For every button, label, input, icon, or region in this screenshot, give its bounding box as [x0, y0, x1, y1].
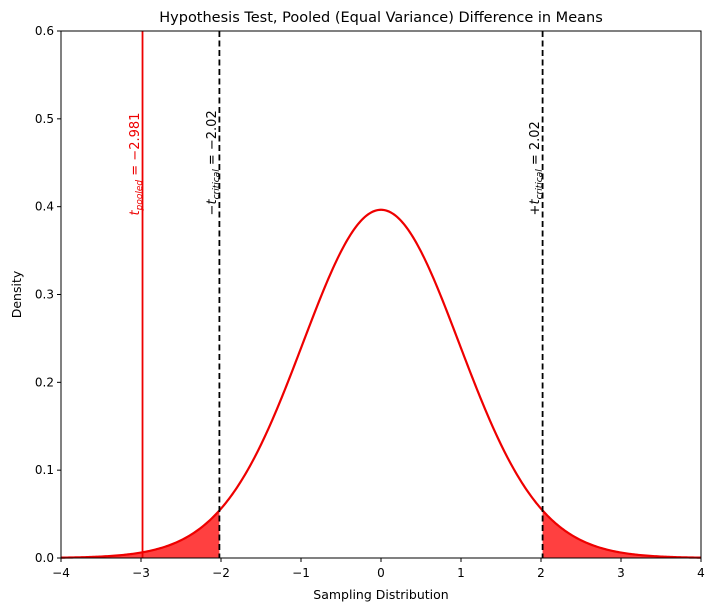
plot-area: tpooled = −2.981 −tcritical = −2.02 +tcr…	[60, 31, 702, 559]
y-tick-label: 0.6	[35, 24, 54, 38]
x-tick-label: 4	[697, 566, 705, 580]
x-tick-label: 2	[537, 566, 545, 580]
y-tick-label: 0.4	[35, 200, 54, 214]
density-curve	[60, 208, 702, 559]
x-tick-label: −1	[292, 566, 310, 580]
right-tail-shading	[542, 510, 701, 558]
x-tick-label: 0	[377, 566, 385, 580]
y-tick-label: 0.1	[35, 463, 54, 477]
x-tick-label: 1	[457, 566, 465, 580]
y-axis: 0.0 0.1 0.2 0.3 0.4 0.5 0.6	[35, 24, 61, 565]
y-tick-label: 0.2	[35, 375, 54, 389]
y-tick-label: 0.5	[35, 112, 54, 126]
x-tick-label: −3	[132, 566, 150, 580]
negative-critical-annotation: −tcritical = −2.02	[205, 110, 222, 215]
x-axis: −4 −3 −2 −1 0 1 2 3 4	[52, 558, 705, 580]
x-axis-label: Sampling Distribution	[313, 587, 448, 602]
y-tick-label: 0.3	[35, 288, 54, 302]
positive-critical-annotation: +tcritical = 2.02	[528, 121, 545, 215]
x-tick-label: 3	[617, 566, 625, 580]
chart-title: Hypothesis Test, Pooled (Equal Variance)…	[159, 10, 603, 26]
x-tick-label: −2	[212, 566, 230, 580]
y-tick-label: 0.0	[35, 551, 54, 565]
y-axis-label: Density	[9, 270, 24, 318]
plot-frame	[60, 30, 702, 559]
t-pooled-annotation: tpooled = −2.981	[128, 113, 145, 216]
left-tail-shading	[61, 510, 220, 558]
x-tick-label: −4	[52, 566, 70, 580]
